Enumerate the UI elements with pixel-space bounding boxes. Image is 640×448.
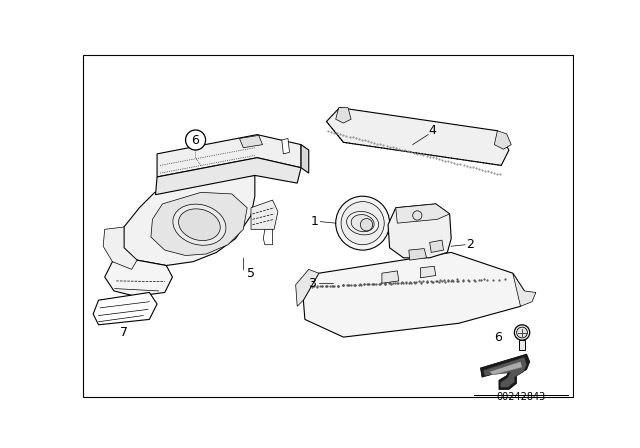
Text: 2: 2 <box>467 238 474 251</box>
Polygon shape <box>396 204 450 223</box>
Ellipse shape <box>179 209 220 241</box>
Polygon shape <box>388 204 451 258</box>
Polygon shape <box>513 273 536 306</box>
Text: 5: 5 <box>247 267 255 280</box>
Polygon shape <box>409 249 427 260</box>
Polygon shape <box>156 158 301 195</box>
Polygon shape <box>481 354 530 389</box>
Polygon shape <box>151 192 247 255</box>
Circle shape <box>413 211 422 220</box>
Polygon shape <box>519 340 525 350</box>
Polygon shape <box>382 271 399 283</box>
Text: 3: 3 <box>308 277 316 290</box>
Polygon shape <box>105 260 172 296</box>
Polygon shape <box>303 252 524 337</box>
Text: 4: 4 <box>428 124 436 137</box>
Ellipse shape <box>173 204 226 245</box>
Circle shape <box>186 130 205 150</box>
Text: 6: 6 <box>494 331 502 344</box>
Circle shape <box>360 219 372 231</box>
Polygon shape <box>336 108 351 123</box>
Polygon shape <box>103 227 137 269</box>
Polygon shape <box>490 362 522 375</box>
Polygon shape <box>282 138 289 154</box>
Circle shape <box>516 327 527 338</box>
Polygon shape <box>251 200 278 229</box>
Polygon shape <box>494 131 511 149</box>
Polygon shape <box>296 269 319 306</box>
Circle shape <box>336 196 390 250</box>
Polygon shape <box>93 293 157 325</box>
Polygon shape <box>326 108 509 165</box>
Polygon shape <box>124 176 255 266</box>
Polygon shape <box>420 266 436 278</box>
Polygon shape <box>263 229 273 245</box>
Text: 6: 6 <box>191 134 200 146</box>
Ellipse shape <box>347 211 379 235</box>
Ellipse shape <box>351 215 374 232</box>
Polygon shape <box>484 357 527 387</box>
Polygon shape <box>157 134 301 177</box>
Text: 1: 1 <box>311 215 319 228</box>
Text: 7: 7 <box>120 326 128 339</box>
Circle shape <box>341 202 384 245</box>
Circle shape <box>515 325 530 340</box>
Polygon shape <box>239 135 262 148</box>
Text: 00242843: 00242843 <box>496 392 545 402</box>
Polygon shape <box>301 145 308 173</box>
Polygon shape <box>429 240 444 252</box>
